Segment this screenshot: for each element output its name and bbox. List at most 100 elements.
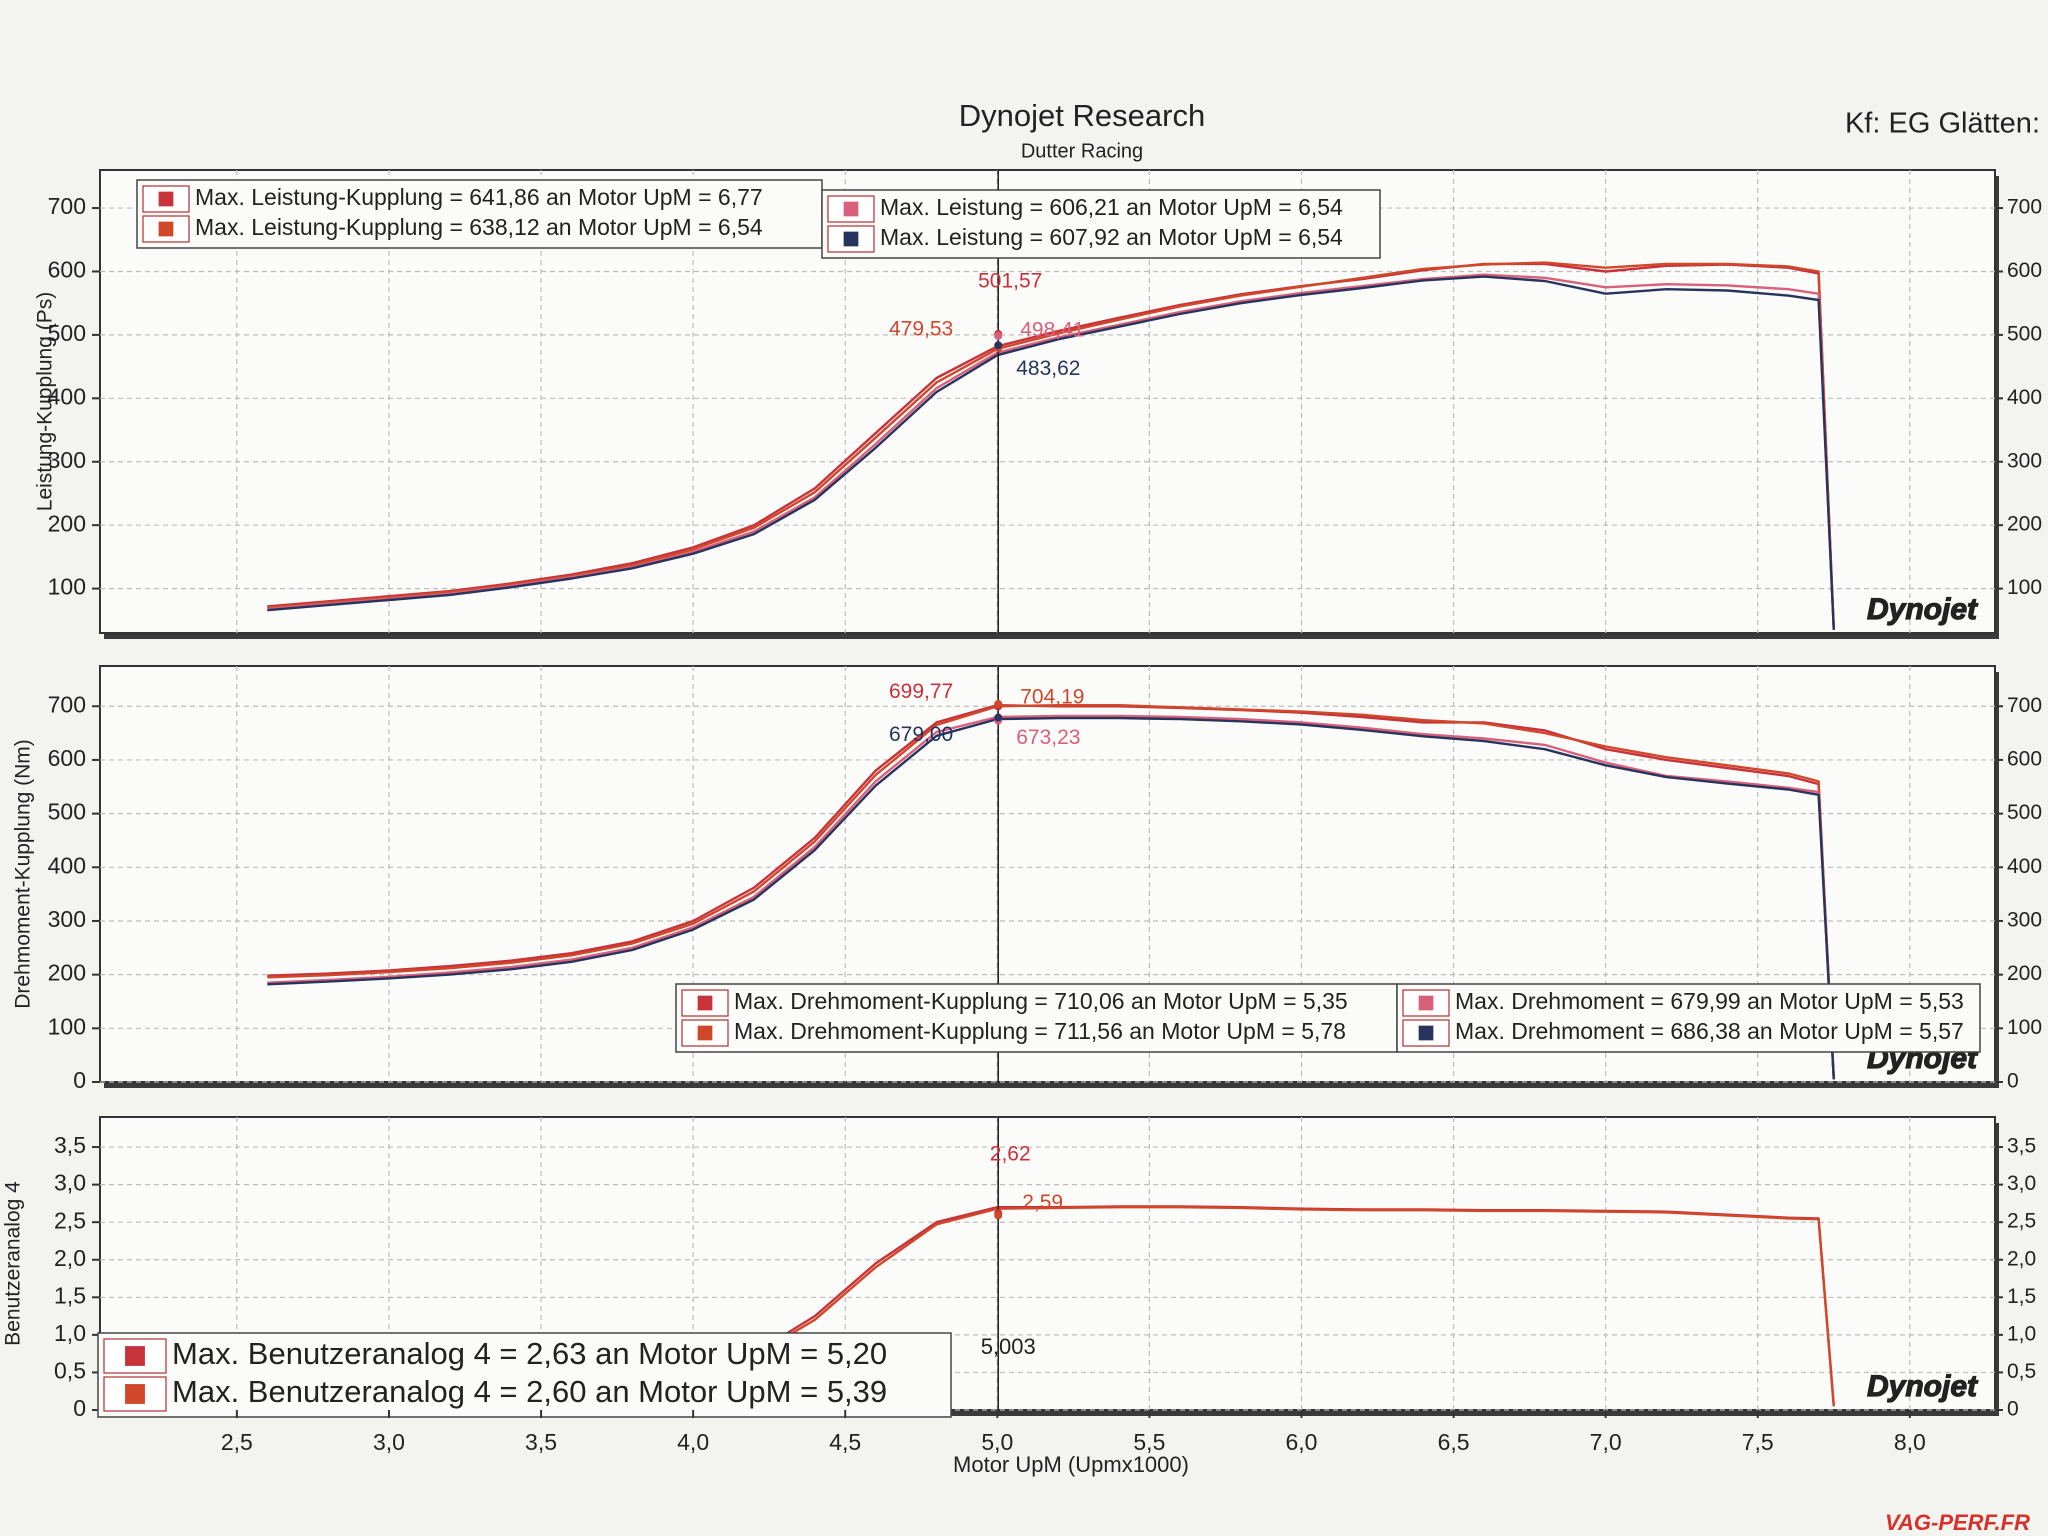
- y2-tick-label: 0: [2007, 1070, 2019, 1093]
- cursor-point: [994, 1211, 1003, 1220]
- legend-swatch: [125, 1384, 145, 1404]
- legend-label: Max. Drehmoment = 679,99 an Motor UpM = …: [1455, 988, 1964, 1014]
- legend-label: Max. Leistung-Kupplung = 638,12 an Motor…: [195, 214, 763, 240]
- cursor-value-label: 483,62: [1016, 357, 1080, 380]
- y-tick-label: 2,0: [54, 1245, 86, 1271]
- series-line: [267, 716, 1835, 1080]
- y2-tick-label: 700: [2007, 196, 2042, 219]
- legend-label: Max. Benutzeranalog 4 = 2,63 an Motor Up…: [172, 1336, 887, 1371]
- y2-tick-label: 100: [2007, 1016, 2042, 1039]
- y-tick-label: 200: [48, 960, 86, 986]
- y-tick-label: 400: [48, 852, 86, 878]
- y2-tick-label: 1,5: [2007, 1285, 2036, 1308]
- x-tick-label: 3,0: [373, 1429, 405, 1455]
- y-tick-label: 100: [48, 574, 86, 600]
- y-tick-label: 700: [48, 193, 86, 219]
- legend-box: [136, 179, 823, 249]
- y2-tick-label: 700: [2007, 694, 2042, 717]
- y2-tick-label: 600: [2007, 259, 2042, 282]
- series-line: [267, 273, 1835, 630]
- y-tick-label: 400: [48, 383, 86, 409]
- cursor-value-label: 2,62: [990, 1143, 1031, 1166]
- y-tick-label: 3,5: [54, 1132, 86, 1158]
- x-tick-label: 2,5: [221, 1429, 253, 1455]
- x-tick-label: 8,0: [1894, 1429, 1926, 1455]
- legend-swatch-frame: [827, 195, 875, 223]
- cursor-value-label: 704,19: [1020, 686, 1084, 709]
- cursor-value-label: 679,00: [889, 723, 953, 746]
- y-tick-label: 200: [48, 510, 86, 536]
- y-tick-label: 500: [48, 320, 86, 346]
- y2-tick-label: 400: [2007, 855, 2042, 878]
- legend-swatch: [843, 201, 859, 217]
- x-tick-label: 7,0: [1590, 1429, 1622, 1455]
- x-tick-label: 5,0: [981, 1429, 1013, 1455]
- cursor-point: [994, 713, 1003, 722]
- cursor-value-label: 501,57: [978, 269, 1042, 292]
- series-line: [267, 714, 1835, 1080]
- y2-tick-label: 200: [2007, 962, 2042, 985]
- series-line: [267, 262, 1835, 630]
- legend-box: [821, 189, 1381, 259]
- y-axis-label: Leistung-Kupplung (Ps): [34, 292, 57, 511]
- cursor-point: [994, 341, 1003, 350]
- x-tick-label: 3,5: [525, 1429, 557, 1455]
- cursor-label: 5,003: [981, 1334, 1036, 1359]
- chart-title: Dynojet Research: [959, 98, 1205, 133]
- y-tick-label: 1,5: [54, 1282, 86, 1308]
- legend-box: [97, 1332, 952, 1418]
- legend-swatch: [697, 995, 713, 1011]
- y-axis-label: Benutzeranalog 4: [2, 1181, 25, 1346]
- chart-subtitle: Dutter Racing: [1021, 140, 1143, 162]
- legend-label: Max. Drehmoment-Kupplung = 711,56 an Mot…: [734, 1018, 1346, 1044]
- cursor-value-label: 2,59: [1022, 1191, 1063, 1214]
- y-tick-label: 700: [48, 691, 86, 717]
- legend-box: [675, 983, 1398, 1053]
- legend-swatch: [1418, 1025, 1434, 1041]
- y2-tick-label: 2,5: [2007, 1210, 2036, 1233]
- legend-label: Max. Benutzeranalog 4 = 2,60 an Motor Up…: [172, 1374, 887, 1409]
- legend-swatch: [158, 191, 174, 207]
- x-tick-label: 4,0: [677, 1429, 709, 1455]
- cursor-value-label: 498,41: [1020, 318, 1084, 341]
- legend-swatch: [843, 231, 859, 247]
- series-line: [753, 1206, 1835, 1407]
- y2-tick-label: 0,5: [2007, 1360, 2036, 1383]
- y2-tick-label: 2,0: [2007, 1247, 2036, 1270]
- y-tick-label: 600: [48, 745, 86, 771]
- y-axis-label: Drehmoment-Kupplung (Nm): [12, 739, 35, 1009]
- x-tick-label: 7,5: [1742, 1429, 1774, 1455]
- legend-label: Max. Leistung = 607,92 an Motor UpM = 6,…: [880, 224, 1343, 250]
- series-line: [267, 275, 1835, 630]
- settings-note: Kf: EG Glätten:: [1845, 108, 2040, 140]
- y2-tick-label: 3,5: [2007, 1135, 2036, 1158]
- x-axis-label: Motor UpM (Upmx1000): [953, 1452, 1189, 1477]
- cursor-value-label: 673,23: [1016, 726, 1080, 749]
- y-tick-label: 0: [73, 1067, 86, 1093]
- legend-swatch: [697, 1025, 713, 1041]
- logo: Dynojet: [1867, 1370, 1979, 1403]
- y2-tick-label: 300: [2007, 449, 2042, 472]
- y2-tick-label: 3,0: [2007, 1172, 2036, 1195]
- watermark: VAG-PERF.FR: [1885, 1510, 2030, 1535]
- y2-tick-label: 0: [2007, 1398, 2019, 1421]
- y-tick-label: 300: [48, 447, 86, 473]
- legend-swatch: [125, 1346, 145, 1366]
- y-tick-label: 100: [48, 1013, 86, 1039]
- series-line: [267, 261, 1835, 630]
- y2-tick-label: 1,0: [2007, 1322, 2036, 1345]
- legend-label: Max. Drehmoment-Kupplung = 710,06 an Mot…: [734, 988, 1348, 1014]
- cursor-value-label: 699,77: [889, 680, 953, 703]
- logo: Dynojet: [1867, 593, 1979, 626]
- y-tick-label: 500: [48, 799, 86, 825]
- legend-label: Max. Leistung = 606,21 an Motor UpM = 6,…: [880, 194, 1343, 220]
- y2-tick-label: 100: [2007, 576, 2042, 599]
- y-tick-label: 1,0: [54, 1320, 86, 1346]
- cursor-point: [994, 331, 1003, 340]
- y2-tick-label: 200: [2007, 513, 2042, 536]
- y-tick-label: 300: [48, 906, 86, 932]
- cursor-point: [994, 700, 1003, 709]
- y2-tick-label: 300: [2007, 909, 2042, 932]
